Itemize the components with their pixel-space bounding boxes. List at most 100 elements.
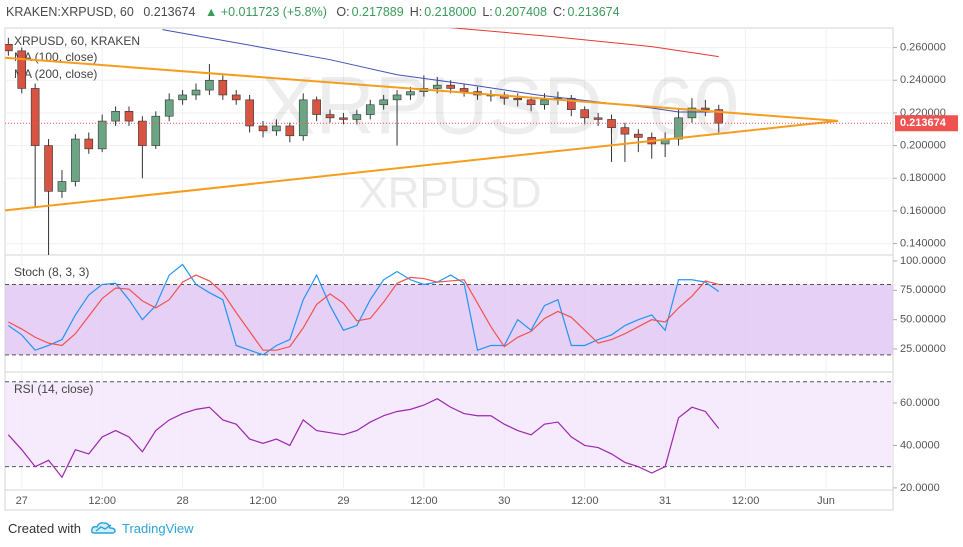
candle-body bbox=[674, 117, 683, 140]
ohlc-value: 0.207408 bbox=[494, 5, 547, 19]
x-tick-label: 12:00 bbox=[410, 495, 438, 507]
x-tick-label: Jun bbox=[817, 495, 835, 507]
candle-body bbox=[231, 94, 241, 101]
x-tick-label: 28 bbox=[176, 495, 188, 507]
candle-body bbox=[432, 84, 442, 89]
change: ▲ +0.011723 (+5.8%) bbox=[204, 5, 327, 19]
candle-body bbox=[526, 99, 536, 106]
x-tick-label: 12:00 bbox=[88, 495, 116, 507]
x-tick-label: 12:00 bbox=[571, 495, 599, 507]
candle-body bbox=[151, 115, 161, 146]
chart-title: XRPUSD, 60, KRAKEN bbox=[14, 34, 140, 48]
y-tick-label: 100.0000 bbox=[900, 255, 946, 267]
ma-line bbox=[162, 29, 719, 113]
candle-body bbox=[84, 138, 94, 150]
y-tick-label: 40.0000 bbox=[900, 439, 940, 451]
candle-body bbox=[272, 125, 281, 132]
x-tick-label: 12:00 bbox=[732, 495, 760, 507]
band-fill bbox=[5, 381, 893, 467]
indicator-line bbox=[8, 274, 719, 351]
candle-body bbox=[567, 97, 576, 110]
y-tick-label: 75.00000 bbox=[900, 284, 946, 296]
trendline bbox=[5, 119, 839, 212]
x-tick-label: 27 bbox=[16, 495, 28, 507]
ohlc-key: C: bbox=[552, 5, 566, 19]
y-tick-label: 60.0000 bbox=[900, 397, 940, 409]
candle-body bbox=[634, 133, 643, 138]
ohlc-value: 0.217889 bbox=[351, 5, 404, 19]
x-tick-label: 30 bbox=[498, 495, 510, 507]
y-tick-label: 0.260000 bbox=[900, 42, 946, 54]
candle-body bbox=[312, 99, 321, 115]
indicator-title: RSI (14, close) bbox=[14, 382, 93, 396]
band-fill bbox=[5, 284, 893, 355]
candle-body bbox=[379, 99, 388, 106]
candle-body bbox=[285, 125, 295, 137]
candle-body bbox=[714, 109, 724, 124]
candle-body bbox=[540, 99, 549, 106]
brand: TradingView bbox=[122, 521, 194, 536]
last-price-box bbox=[895, 115, 958, 132]
axis-frame bbox=[4, 489, 894, 511]
x-tick-label: 29 bbox=[337, 495, 349, 507]
candle-body bbox=[57, 181, 67, 192]
ohlc-value: 0.213674 bbox=[567, 5, 620, 19]
logo bbox=[90, 522, 116, 534]
indicator-line bbox=[7, 398, 720, 479]
y-tick-label: 50.00000 bbox=[900, 314, 946, 326]
candle-body bbox=[701, 107, 710, 110]
y-tick-label: 0.180000 bbox=[900, 172, 946, 184]
symbol: KRAKEN:XRPUSD, 60 bbox=[6, 5, 134, 19]
footer-text: Created with bbox=[8, 521, 81, 536]
y-tick-label: 0.160000 bbox=[900, 205, 946, 217]
x-tick-label: 31 bbox=[659, 495, 671, 507]
candle-body bbox=[298, 99, 308, 137]
candle-body bbox=[17, 50, 27, 89]
candle-body bbox=[392, 94, 402, 101]
ohlc-key: L: bbox=[482, 5, 493, 19]
candle-body bbox=[620, 127, 630, 135]
watermark-symbol: XRPUSD bbox=[358, 169, 541, 218]
axes: 27 12:00 28 12:00 29 12:00 30 12:00 31 12:00 Jun 0.… bbox=[16, 42, 958, 507]
y-tick-label: 20.0000 bbox=[900, 482, 940, 494]
y-tick-label: 25.00000 bbox=[900, 343, 946, 355]
candle-body bbox=[44, 145, 53, 192]
candle-body bbox=[580, 109, 590, 119]
candle-body bbox=[406, 91, 415, 96]
candle-body bbox=[191, 89, 201, 96]
ohlc-key: H: bbox=[409, 5, 423, 19]
x-tick-label: 12:00 bbox=[249, 495, 277, 507]
candle-body bbox=[218, 79, 228, 96]
ohlc: O: 0.217889 H: 0.218000 L: 0.207408 C: 0.213674 bbox=[336, 5, 625, 19]
candle-body bbox=[71, 138, 80, 182]
candle-body bbox=[258, 125, 268, 132]
candle-body bbox=[205, 79, 214, 91]
stoch-panel: Stoch (8, 3, 3) bbox=[5, 255, 893, 372]
ma-line bbox=[448, 28, 719, 58]
indicator-title: Stoch (8, 3, 3) bbox=[14, 265, 89, 279]
y-tick-label: 0.200000 bbox=[900, 139, 946, 151]
candle-body bbox=[352, 114, 362, 120]
footer: Created with TradingView bbox=[8, 519, 194, 539]
candle-body bbox=[30, 88, 40, 146]
candle-body bbox=[687, 107, 697, 119]
indicator-line bbox=[8, 263, 720, 356]
watermark: XRPUSD, 60 bbox=[261, 61, 740, 152]
candle-body bbox=[339, 117, 348, 120]
ohlc-key: O: bbox=[336, 5, 350, 19]
candle-body bbox=[138, 120, 147, 146]
candle-body bbox=[459, 88, 469, 92]
candle-body bbox=[164, 99, 174, 117]
candle-body bbox=[325, 114, 335, 119]
legend-entry: MA (200, close) bbox=[14, 67, 97, 81]
candle-body bbox=[111, 110, 120, 122]
candle-body bbox=[5, 44, 13, 52]
y-tick-label: 0.240000 bbox=[900, 74, 946, 86]
candle-body bbox=[178, 94, 187, 101]
header: KRAKEN:XRPUSD, 60 0.213674 ▲ +0.011723 (… bbox=[6, 2, 632, 22]
price: 0.213674 bbox=[143, 5, 196, 19]
candle-body bbox=[365, 104, 375, 115]
